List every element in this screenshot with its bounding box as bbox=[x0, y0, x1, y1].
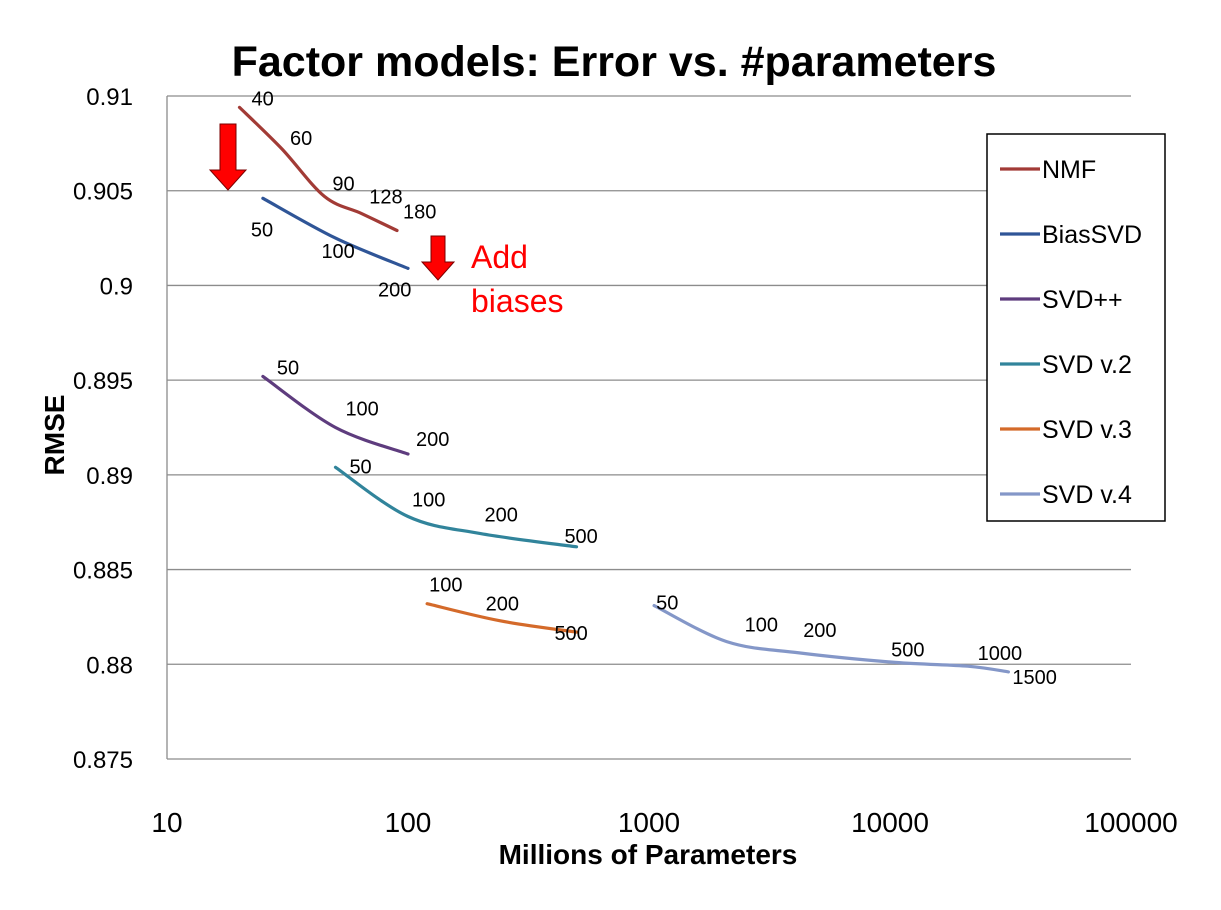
down-arrow-icon bbox=[208, 123, 248, 191]
legend-box bbox=[986, 133, 1166, 522]
point-label: 100 bbox=[745, 615, 778, 637]
point-label: 50 bbox=[277, 357, 299, 379]
annotation-arrows bbox=[208, 123, 456, 281]
point-label: 1000 bbox=[978, 643, 1023, 665]
x-tick-label: 100000 bbox=[1084, 807, 1177, 838]
legend-label-biassvd: BiasSVD bbox=[1042, 221, 1142, 249]
down-arrow-icon bbox=[420, 235, 456, 281]
y-tick-label: 0.885 bbox=[73, 558, 133, 585]
x-tick-label: 10000 bbox=[851, 807, 929, 838]
point-label: 50 bbox=[656, 593, 678, 615]
legend-label-svd-v-2: SVD v.2 bbox=[1042, 351, 1132, 379]
point-label: 90 bbox=[332, 173, 354, 195]
legend-label-nmf: NMF bbox=[1042, 156, 1096, 184]
x-tick-label: 10 bbox=[151, 807, 182, 838]
series-svd-v-4-line bbox=[652, 604, 1010, 674]
point-label: 500 bbox=[564, 526, 597, 548]
legend-label-svd: SVD++ bbox=[1042, 286, 1123, 314]
legend-label-svd-v-3: SVD v.3 bbox=[1042, 416, 1132, 444]
point-label: 500 bbox=[891, 639, 924, 661]
series-svd-line bbox=[261, 374, 410, 456]
y-tick-label: 0.905 bbox=[73, 179, 133, 206]
y-axis-title: RMSE bbox=[39, 395, 70, 476]
series-biassvd-line bbox=[261, 196, 410, 270]
series-svd-v-3-line bbox=[425, 602, 579, 634]
series-nmf-line bbox=[237, 105, 399, 233]
y-tick-label: 0.88 bbox=[86, 652, 133, 679]
legend: NMF BiasSVD SVD++ SVD v.2 SVD v.3 SVD v.4 bbox=[986, 133, 1166, 522]
y-axis-ticks: 0.875 0.88 0.885 0.89 0.895 0.9 0.905 0.91 bbox=[73, 84, 133, 774]
chart-title: Factor models: Error vs. #parameters bbox=[232, 38, 997, 86]
point-label: 200 bbox=[378, 279, 411, 301]
point-label: 50 bbox=[349, 456, 371, 478]
point-label: 100 bbox=[345, 399, 378, 421]
x-axis-ticks: 10 100 1000 10000 100000 bbox=[151, 807, 1177, 838]
point-label: 50 bbox=[251, 219, 273, 241]
y-tick-label: 0.875 bbox=[73, 747, 133, 774]
y-tick-label: 0.89 bbox=[86, 463, 133, 490]
point-label: 40 bbox=[252, 88, 274, 110]
point-label: 1500 bbox=[1012, 667, 1057, 689]
legend-label-svd-v-4: SVD v.4 bbox=[1042, 481, 1132, 509]
x-axis-title: Millions of Parameters bbox=[499, 839, 798, 870]
x-tick-label: 1000 bbox=[618, 807, 680, 838]
x-tick-label: 100 bbox=[385, 807, 432, 838]
grid bbox=[166, 95, 1131, 760]
point-label: 100 bbox=[412, 490, 445, 512]
y-tick-label: 0.91 bbox=[86, 84, 133, 111]
point-label: 500 bbox=[554, 623, 587, 645]
annotation-line-2: biases bbox=[471, 283, 564, 319]
point-label: 200 bbox=[485, 505, 518, 527]
point-label: 100 bbox=[321, 241, 354, 263]
point-label: 200 bbox=[416, 429, 449, 451]
point-label: 128 bbox=[369, 186, 402, 208]
point-label: 100 bbox=[429, 575, 462, 597]
y-tick-label: 0.895 bbox=[73, 368, 133, 395]
series-lines bbox=[237, 105, 1010, 674]
point-label: 200 bbox=[486, 594, 519, 616]
annotation-line-1: Add bbox=[471, 239, 528, 275]
point-label: 200 bbox=[803, 620, 836, 642]
point-label: 180 bbox=[403, 201, 436, 223]
y-tick-label: 0.9 bbox=[100, 273, 133, 300]
point-label: 60 bbox=[290, 128, 312, 150]
series-svd-v-2-line bbox=[333, 465, 579, 549]
